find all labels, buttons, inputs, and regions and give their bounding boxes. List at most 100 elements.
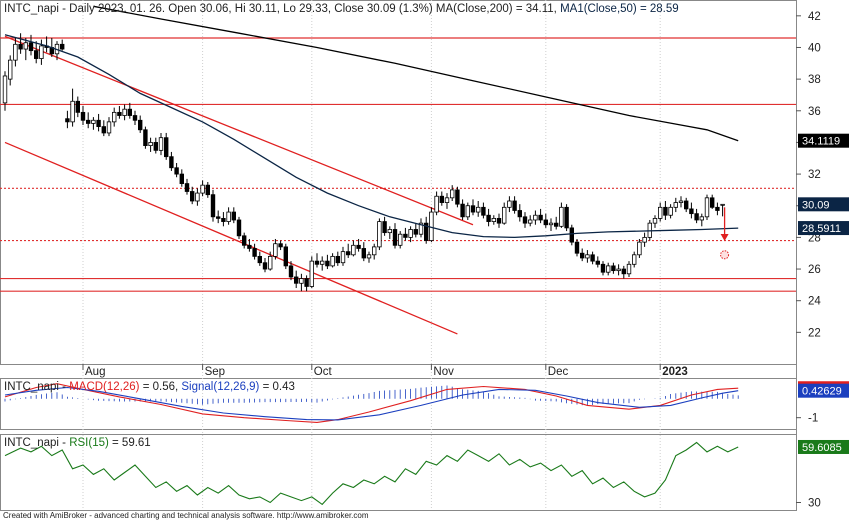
candle-body (595, 260, 600, 265)
value-label-text: 34.1119 (802, 136, 840, 148)
candle-body (241, 235, 247, 246)
candle-body (387, 229, 392, 234)
candle-body (314, 260, 320, 265)
candle-body (299, 278, 304, 284)
value-label-box (798, 383, 849, 398)
rsi-name: RSI(15) (69, 437, 109, 449)
ma50-header-label: MA1(Close,50) = 28.59 (560, 3, 679, 15)
candle-body (408, 229, 413, 238)
macd-panel (4, 383, 739, 423)
macd-line (4, 383, 739, 423)
candle-body (397, 233, 403, 246)
trend-channel-line (4, 141, 458, 335)
y-tick-label: 24 (808, 296, 821, 308)
candle-body (444, 197, 450, 203)
candle-body (23, 42, 28, 50)
candle-body (413, 229, 418, 235)
candle-body (189, 191, 195, 202)
candle-body (710, 197, 715, 208)
rsi-header: INTC_napi - RSI(15) = 59.61 (4, 437, 151, 449)
candle-body (117, 111, 122, 116)
main-panel-frame (0, 0, 797, 365)
candle-body (351, 244, 356, 256)
candle-body (330, 255, 335, 267)
candle-body (715, 206, 720, 211)
candle-body (642, 236, 647, 243)
candle-body (273, 243, 278, 257)
candle-body (319, 260, 325, 265)
y-tick-label: 22 (808, 327, 821, 339)
candle-body (267, 255, 273, 270)
candle-body (720, 203, 725, 206)
candle-body (590, 254, 595, 262)
value-label-box (798, 439, 849, 454)
macd-header: INTC_napi - MACD(12,26) = 0.56, Signal(1… (4, 381, 295, 393)
candle-body (18, 43, 23, 50)
candle-body (39, 45, 44, 59)
candle-body (439, 195, 444, 203)
candle-body (345, 251, 351, 256)
candle-body (600, 263, 606, 273)
candle-body (34, 50, 39, 59)
candle-body (528, 219, 533, 224)
candle-body (632, 254, 637, 265)
axis-labels: 2224262830323436384042AugSepOctNovDec202… (82, 11, 821, 510)
candle-body (569, 227, 574, 243)
main-header: INTC_napi - Daily 2023. 01. 26. Open 30.… (4, 3, 679, 15)
candle-body (335, 255, 340, 264)
candle-body (236, 219, 242, 237)
candle-body (28, 42, 34, 52)
value-label-box (798, 221, 849, 236)
candle-body (60, 43, 65, 50)
x-tick-label: Dec (548, 366, 569, 378)
candle-body (340, 251, 346, 264)
candle-body (668, 206, 673, 216)
candle-body (86, 119, 91, 124)
candle-body (580, 252, 585, 259)
candle-body (392, 229, 398, 246)
candle-body (554, 222, 559, 227)
candle-body (96, 119, 101, 128)
value-label-text: 28.5911 (802, 223, 841, 235)
candle-body (418, 222, 424, 235)
x-tick-label: Sep (205, 366, 225, 378)
candle-body (512, 200, 517, 211)
candle-body (221, 217, 226, 222)
candle-body (283, 246, 288, 267)
y-tick-label: 26 (808, 264, 821, 276)
candle-body (184, 183, 190, 192)
candle-body (501, 206, 507, 224)
candle-body (174, 167, 179, 175)
candle-body (616, 268, 621, 272)
candle-body (658, 206, 663, 219)
x-tick-label: Oct (314, 366, 333, 378)
candle-body (637, 241, 642, 256)
candle-body (491, 217, 496, 222)
candle-body (449, 189, 455, 199)
candle-body (257, 255, 262, 264)
candle-body (195, 192, 200, 202)
candle-body (496, 217, 502, 224)
target-circle-marker (720, 250, 730, 260)
rsi-y-tick-label: 30 (808, 498, 821, 510)
candle-body (2, 75, 8, 104)
candle-body (538, 214, 543, 221)
candle-body (163, 137, 169, 158)
candle-body (80, 111, 86, 121)
candle-body (70, 100, 75, 123)
candle-body (13, 43, 18, 61)
candle-body (382, 221, 387, 234)
candle-body (278, 243, 283, 248)
candle-body (652, 217, 658, 224)
candle-body (356, 244, 361, 249)
candle-body (704, 197, 710, 218)
candle-body (403, 233, 408, 238)
candle-body (621, 268, 626, 275)
candle-body (371, 246, 377, 256)
candle-body (377, 221, 382, 248)
macd-name: MACD(12,26) (69, 381, 139, 393)
x-tick-label: Aug (85, 366, 105, 378)
candle-body (564, 206, 569, 229)
y-tick-label: 36 (808, 106, 821, 118)
